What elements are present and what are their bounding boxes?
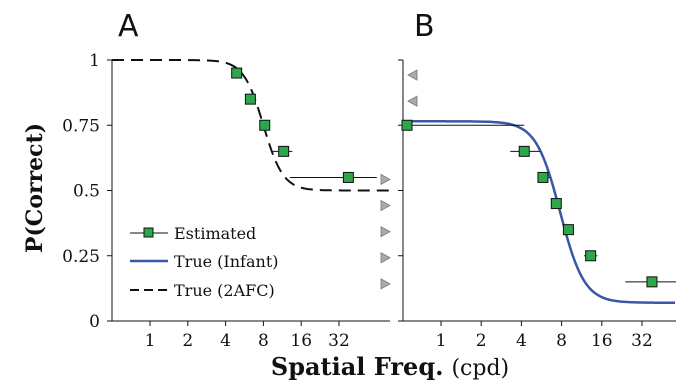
x-tick-label: 8: [258, 331, 269, 351]
estimated-point: [401, 119, 413, 131]
true-infant-curve: [403, 120, 675, 304]
x-tick-label: 32: [328, 331, 350, 351]
panel-a-curves: [112, 59, 390, 192]
y-axis-label: P(Correct): [22, 123, 48, 253]
legend-estimated-marker: [143, 227, 154, 238]
legend-item-true-2afc: True (2AFC): [130, 281, 275, 300]
panel-b: 1 2 4 8 16 32: [398, 59, 676, 351]
triangle-marker: [380, 199, 391, 212]
legend: Estimated True (Infant) True (2AFC): [130, 224, 278, 300]
x-tick-label: 16: [290, 331, 312, 351]
x-tick-label: 2: [476, 331, 487, 351]
x-axis-label-main: Spatial Freq.: [271, 352, 444, 381]
x-tick-label: 4: [516, 331, 527, 351]
panel-b-triangle-markers: [407, 69, 418, 107]
panel-b-points: [401, 119, 676, 288]
triangle-marker: [407, 95, 418, 107]
triangle-marker: [380, 225, 391, 238]
x-tick-label: 32: [631, 331, 653, 351]
estimated-point: [342, 171, 354, 183]
triangle-marker: [380, 252, 391, 264]
legend-2afc-label: True (2AFC): [174, 281, 275, 300]
triangle-marker: [380, 173, 391, 186]
estimated-point: [278, 145, 290, 157]
estimated-point: [562, 224, 574, 236]
x-tick-label: 8: [556, 331, 567, 351]
panel-a-letter: A: [118, 9, 139, 44]
panel-a-y-ticks: 0 0.25 0.5 0.75 1: [62, 51, 112, 332]
estimated-point: [550, 198, 562, 210]
legend-item-estimated: Estimated: [130, 224, 256, 243]
panel-a-points: [231, 67, 377, 183]
triangle-marker: [380, 278, 391, 290]
estimated-point: [231, 67, 243, 79]
estimated-point: [259, 119, 271, 131]
panel-a-x-ticks: 1 2 4 8 16 32: [145, 321, 350, 351]
legend-infant-label: True (Infant): [174, 252, 278, 271]
y-tick-label: 0.75: [62, 116, 100, 136]
x-tick-label: 1: [145, 331, 156, 351]
y-tick-label: 0.25: [62, 247, 100, 267]
triangle-marker: [407, 69, 418, 81]
estimated-point: [244, 93, 256, 105]
true-2afc-curve: [112, 59, 390, 192]
legend-estimated-label: Estimated: [174, 224, 256, 243]
estimated-point: [537, 171, 549, 183]
panel-a: 0 0.25 0.5 0.75 1 1 2 4 8 16 32 Estimated True (I…: [62, 51, 391, 351]
x-axis-label: Spatial Freq. (cpd): [271, 352, 509, 381]
x-tick-label: 2: [182, 331, 193, 351]
panel-b-x-ticks: 1 2 4 8 16 32: [436, 321, 653, 351]
estimated-point: [646, 276, 658, 288]
y-tick-label: 0.5: [73, 182, 100, 202]
x-tick-label: 4: [220, 331, 231, 351]
y-tick-label: 0: [89, 312, 100, 332]
panel-b-y-ticks: [398, 59, 403, 322]
x-axis-label-unit: (cpd): [451, 356, 509, 381]
panel-a-triangle-markers: [380, 173, 391, 290]
legend-item-true-infant: True (Infant): [130, 252, 278, 271]
y-tick-label: 1: [89, 51, 100, 71]
x-tick-label: 1: [436, 331, 447, 351]
estimated-point: [518, 145, 530, 157]
x-tick-label: 16: [591, 331, 613, 351]
panel-b-curves: [403, 120, 675, 304]
panel-b-letter: B: [414, 9, 435, 44]
estimated-point: [585, 250, 597, 262]
